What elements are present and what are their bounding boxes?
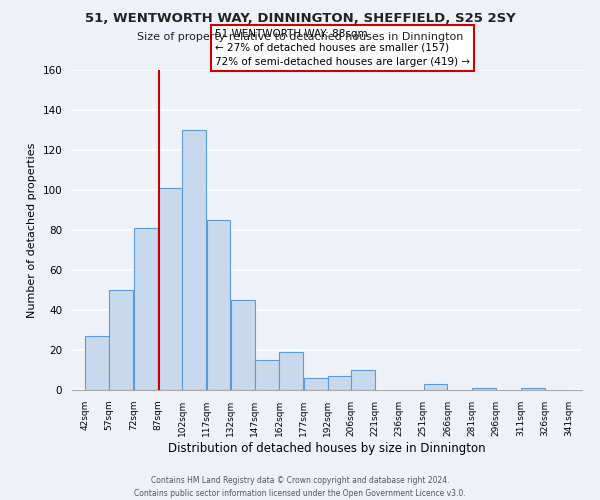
Bar — [328, 376, 352, 390]
Bar — [472, 388, 496, 390]
Bar — [85, 336, 109, 390]
Bar — [280, 352, 303, 390]
Bar — [206, 220, 230, 390]
Bar — [231, 300, 255, 390]
Bar — [109, 290, 133, 390]
X-axis label: Distribution of detached houses by size in Dinnington: Distribution of detached houses by size … — [168, 442, 486, 454]
Text: Contains HM Land Registry data © Crown copyright and database right 2024.
Contai: Contains HM Land Registry data © Crown c… — [134, 476, 466, 498]
Text: 51, WENTWORTH WAY, DINNINGTON, SHEFFIELD, S25 2SY: 51, WENTWORTH WAY, DINNINGTON, SHEFFIELD… — [85, 12, 515, 26]
Bar — [304, 378, 328, 390]
Bar — [424, 384, 448, 390]
Text: 51 WENTWORTH WAY: 88sqm
← 27% of detached houses are smaller (157)
72% of semi-d: 51 WENTWORTH WAY: 88sqm ← 27% of detache… — [215, 29, 470, 67]
Bar — [158, 188, 182, 390]
Bar — [134, 228, 158, 390]
Bar — [255, 360, 279, 390]
Y-axis label: Number of detached properties: Number of detached properties — [27, 142, 37, 318]
Bar — [521, 388, 545, 390]
Bar — [351, 370, 374, 390]
Text: Size of property relative to detached houses in Dinnington: Size of property relative to detached ho… — [137, 32, 463, 42]
Bar — [182, 130, 206, 390]
